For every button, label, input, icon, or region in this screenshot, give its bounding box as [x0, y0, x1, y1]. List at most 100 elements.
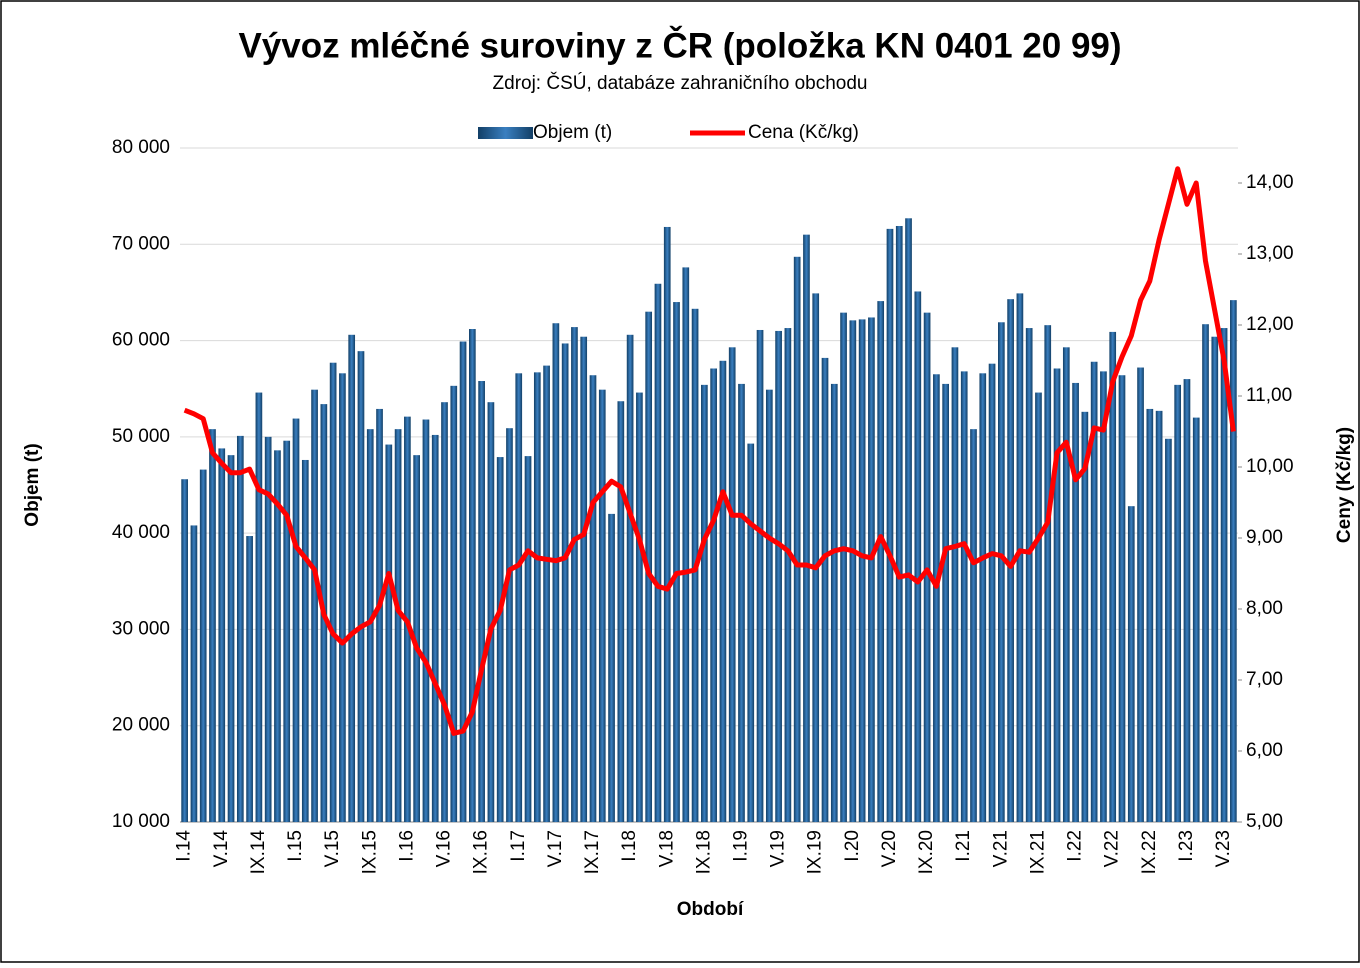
bar	[1053, 368, 1061, 822]
y-tick-label: 70 000	[112, 233, 170, 254]
bar	[812, 293, 820, 822]
bar	[626, 334, 634, 822]
bar	[357, 351, 365, 822]
bar	[868, 317, 875, 822]
bar	[654, 283, 662, 823]
bar	[227, 455, 235, 822]
bar	[933, 374, 940, 822]
x-tick-label: I.20	[842, 830, 863, 862]
x-tick-label: IX.22	[1139, 830, 1160, 874]
bar	[422, 419, 430, 822]
bar	[1174, 384, 1182, 822]
bar	[246, 536, 253, 822]
x-axis-label: Období	[677, 899, 744, 920]
bar	[1137, 367, 1144, 822]
legend-label: Cena (Kč/kg)	[748, 122, 859, 143]
x-tick-label: IX.18	[693, 830, 714, 874]
x-tick-label: I.16	[396, 830, 417, 862]
x-tick-label: IX.20	[916, 830, 937, 874]
bar	[264, 436, 272, 822]
bar	[366, 429, 374, 822]
bar	[1165, 438, 1172, 822]
bar	[988, 363, 996, 822]
bar	[1062, 347, 1070, 822]
chart-subtitle: Zdroj: ČSÚ, databáze zahraničního obchod…	[493, 72, 868, 94]
x-tick-label: V.20	[879, 830, 900, 867]
legend-label: Objem (t)	[533, 122, 612, 143]
bar	[877, 301, 885, 822]
bar	[701, 384, 708, 822]
x-tick-label: I.18	[619, 830, 640, 862]
bar	[236, 435, 244, 822]
bar	[1192, 417, 1200, 822]
bar	[487, 402, 495, 822]
bar	[478, 381, 485, 822]
bar	[663, 226, 671, 822]
bar	[905, 218, 912, 822]
x-tick-label: V.17	[545, 830, 566, 867]
bar	[979, 373, 987, 822]
chart-title: Vývoz mléčné suroviny z ČR (položka KN 0…	[238, 25, 1121, 65]
bar	[376, 408, 383, 822]
bar	[1155, 410, 1163, 822]
bar	[821, 357, 829, 822]
bar	[283, 440, 291, 822]
x-tick-label: I.14	[174, 830, 195, 862]
y-tick-label: 20 000	[112, 715, 170, 736]
bar	[765, 389, 773, 822]
bar	[1146, 408, 1154, 822]
bar	[1025, 328, 1033, 822]
bar	[719, 360, 727, 822]
y2-tick-label: 8,00	[1246, 598, 1283, 619]
bar	[533, 372, 541, 822]
bar	[1109, 331, 1117, 822]
bar	[431, 434, 439, 822]
bar	[1202, 324, 1209, 822]
bar	[1016, 293, 1024, 822]
y2-tick-label: 11,00	[1246, 385, 1292, 406]
bar	[617, 401, 625, 822]
y2-tick-label: 13,00	[1246, 243, 1294, 264]
bar	[1072, 382, 1079, 822]
x-tick-label: I.15	[285, 830, 306, 862]
y2-tick-label: 14,00	[1246, 172, 1294, 193]
bar	[738, 383, 745, 822]
bar	[571, 327, 578, 822]
bar	[914, 291, 922, 823]
bar	[413, 455, 420, 822]
bar	[1118, 375, 1126, 822]
y2-tick-label: 9,00	[1246, 527, 1283, 548]
x-tick-label: V.15	[322, 830, 343, 867]
bar	[1044, 325, 1052, 822]
bar	[960, 371, 968, 822]
x-tick-label: I.21	[953, 830, 974, 862]
bar	[1230, 300, 1237, 822]
bar	[190, 525, 198, 822]
bar	[747, 443, 755, 822]
bar	[951, 347, 959, 822]
y2-axis-label: Ceny (Kč/kg)	[1334, 427, 1355, 543]
y2-tick-label: 5,00	[1246, 811, 1283, 832]
bar	[469, 329, 476, 822]
bar	[292, 418, 300, 822]
bar	[793, 256, 801, 822]
bar	[589, 375, 597, 822]
y-tick-label: 60 000	[112, 330, 170, 351]
bar	[580, 336, 588, 822]
bar	[1127, 506, 1135, 822]
bar	[459, 341, 467, 822]
y2-tick-label: 10,00	[1246, 456, 1294, 477]
x-tick-label: IX.15	[359, 830, 380, 874]
bar	[886, 228, 894, 822]
y-tick-label: 10 000	[112, 811, 170, 832]
bar	[803, 234, 810, 822]
y-tick-label: 50 000	[112, 426, 170, 447]
bar	[756, 329, 764, 822]
x-tick-label: IX.19	[805, 830, 826, 874]
bar	[385, 444, 393, 822]
bar	[311, 389, 318, 822]
x-tick-label: V.21	[990, 830, 1011, 867]
x-tick-label: IX.16	[471, 830, 492, 874]
bar	[1100, 371, 1107, 822]
